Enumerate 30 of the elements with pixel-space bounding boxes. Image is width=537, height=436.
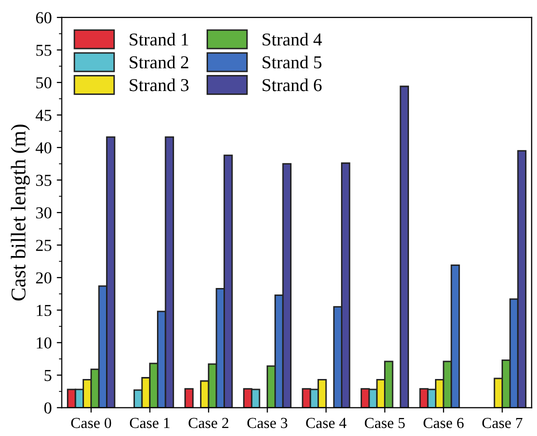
- x-tick-label: Case 1: [130, 418, 170, 428]
- x-tick-label: Case 3: [247, 418, 288, 428]
- y-tick-label: 40: [36, 142, 52, 154]
- legend-label: Strand 3: [130, 78, 189, 92]
- x-tick-label: Case 6: [424, 418, 464, 428]
- bar: [184, 388, 194, 408]
- legend-label: Strand 4: [262, 32, 322, 46]
- y-tick-label: 50: [36, 77, 52, 88]
- x-tick-label: Case 7: [482, 418, 522, 428]
- x-tick-label: Case 5: [364, 418, 405, 428]
- legend-label: Strand 2: [130, 56, 188, 68]
- y-tick-label: 25: [36, 240, 52, 252]
- y-tick-label: 10: [36, 337, 52, 349]
- legend-label: Strand 1: [130, 32, 188, 46]
- x-tick-label: Case 2: [188, 418, 228, 428]
- y-tick-label: 5: [44, 370, 52, 382]
- y-tick-label: 55: [36, 44, 52, 56]
- x-tick-label: Case 4: [306, 418, 346, 428]
- y-tick-label: 60: [36, 12, 52, 24]
- legend-label: Strand 6: [262, 78, 322, 92]
- x-tick-label: Case 0: [71, 418, 112, 428]
- y-tick-label: 45: [36, 110, 52, 121]
- bar: [400, 86, 409, 408]
- legend-label: Strand 5: [262, 56, 322, 68]
- y-tick-label: 15: [36, 304, 52, 316]
- y-tick-label: 35: [36, 174, 52, 186]
- y-tick-label: 30: [36, 207, 52, 218]
- y-axis-title: Cast billet length (m): [10, 124, 30, 301]
- y-tick-label: 0: [44, 402, 52, 414]
- y-tick-label: 20: [36, 272, 52, 284]
